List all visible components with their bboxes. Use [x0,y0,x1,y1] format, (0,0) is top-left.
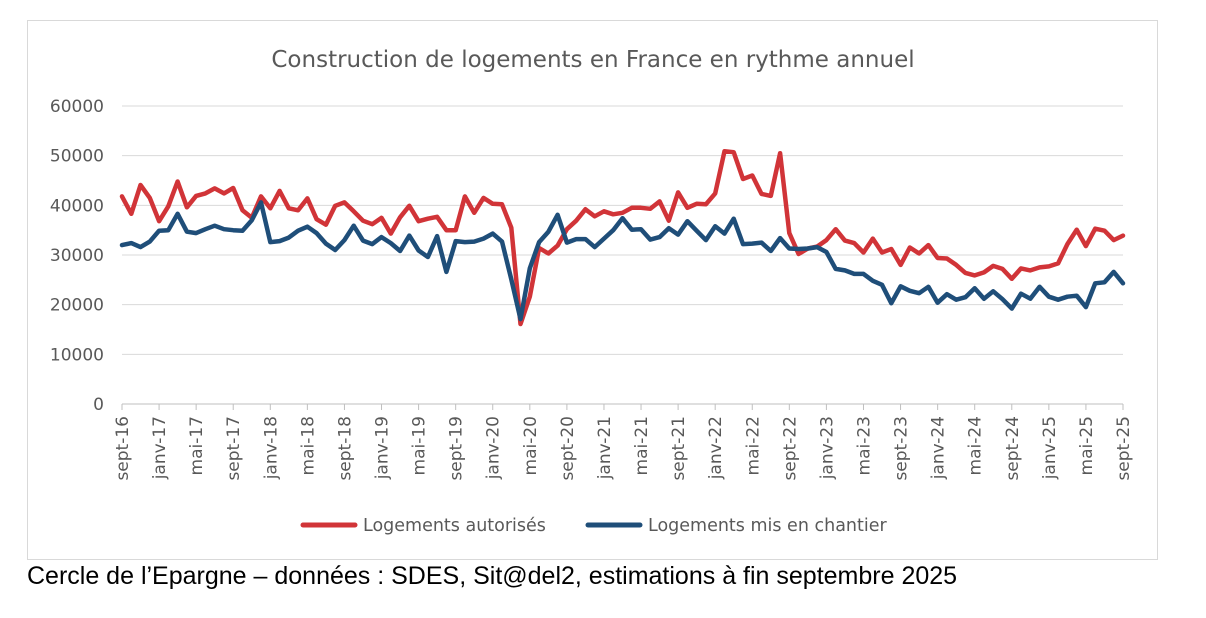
x-tick-label: janv-25 [1040,416,1060,480]
x-tick-label: mai-25 [1077,416,1097,475]
series-layer [119,148,1126,327]
y-tick-label: 20000 [50,296,104,316]
x-tick-label: mai-18 [298,416,318,475]
legend: Logements autorisés Logements mis en chan… [300,516,887,536]
legend-label: Logements mis en chantier [648,516,887,536]
source-caption: Cercle de l’Epargne – données : SDES, Si… [27,562,958,590]
x-tick-label: janv-17 [150,416,170,480]
x-tick-label: janv-20 [484,416,504,480]
chart-title: Construction de logements en France en r… [271,47,914,73]
x-tick-label: mai-22 [743,416,763,475]
x-tick-label: janv-23 [817,416,837,480]
x-axis: sept-16 janv-17 mai-17 sept-17 janv-18 mai-18… [113,404,1134,481]
x-tick-label: mai-20 [521,416,541,475]
x-tick-label: sept-17 [224,416,244,481]
series-line-mis-en-chantier [119,200,1126,322]
x-tick-label: janv-19 [373,416,393,480]
x-tick-label: sept-22 [780,416,800,481]
x-tick-label: sept-21 [669,416,689,481]
x-tick-label: mai-19 [410,416,430,475]
y-tick-label: 40000 [50,196,104,216]
x-tick-label: janv-24 [929,416,949,480]
x-tick-label: sept-18 [335,416,355,481]
x-tick-label: sept-25 [1114,416,1134,481]
x-tick-label: sept-19 [447,416,467,481]
x-tick-label: mai-23 [854,416,874,475]
line-chart: Construction de logements en France en r… [50,47,1134,536]
grid-layer [122,105,1123,405]
y-tick-label: 30000 [50,246,104,266]
series-line-autorises [119,148,1126,327]
x-tick-label: sept-16 [113,416,133,481]
y-tick-label: 50000 [50,147,104,167]
x-tick-label: janv-18 [261,416,281,480]
y-tick-label: 10000 [50,345,104,365]
legend-label: Logements autorisés [363,516,546,536]
x-tick-label: sept-24 [1003,416,1023,481]
x-tick-label: sept-20 [558,416,578,481]
y-tick-label: 60000 [50,97,104,117]
x-tick-label: janv-21 [595,416,615,480]
x-tick-label: sept-23 [892,416,912,481]
x-tick-label: mai-21 [632,416,652,475]
x-tick-label: janv-22 [706,416,726,480]
chart-frame: Construction de logements en France en r… [27,20,1158,560]
x-tick-label: mai-24 [966,416,986,475]
x-tick-label: mai-17 [187,416,207,475]
y-axis: 0 10000 20000 30000 40000 50000 60000 [50,97,104,415]
y-tick-label: 0 [93,395,104,415]
